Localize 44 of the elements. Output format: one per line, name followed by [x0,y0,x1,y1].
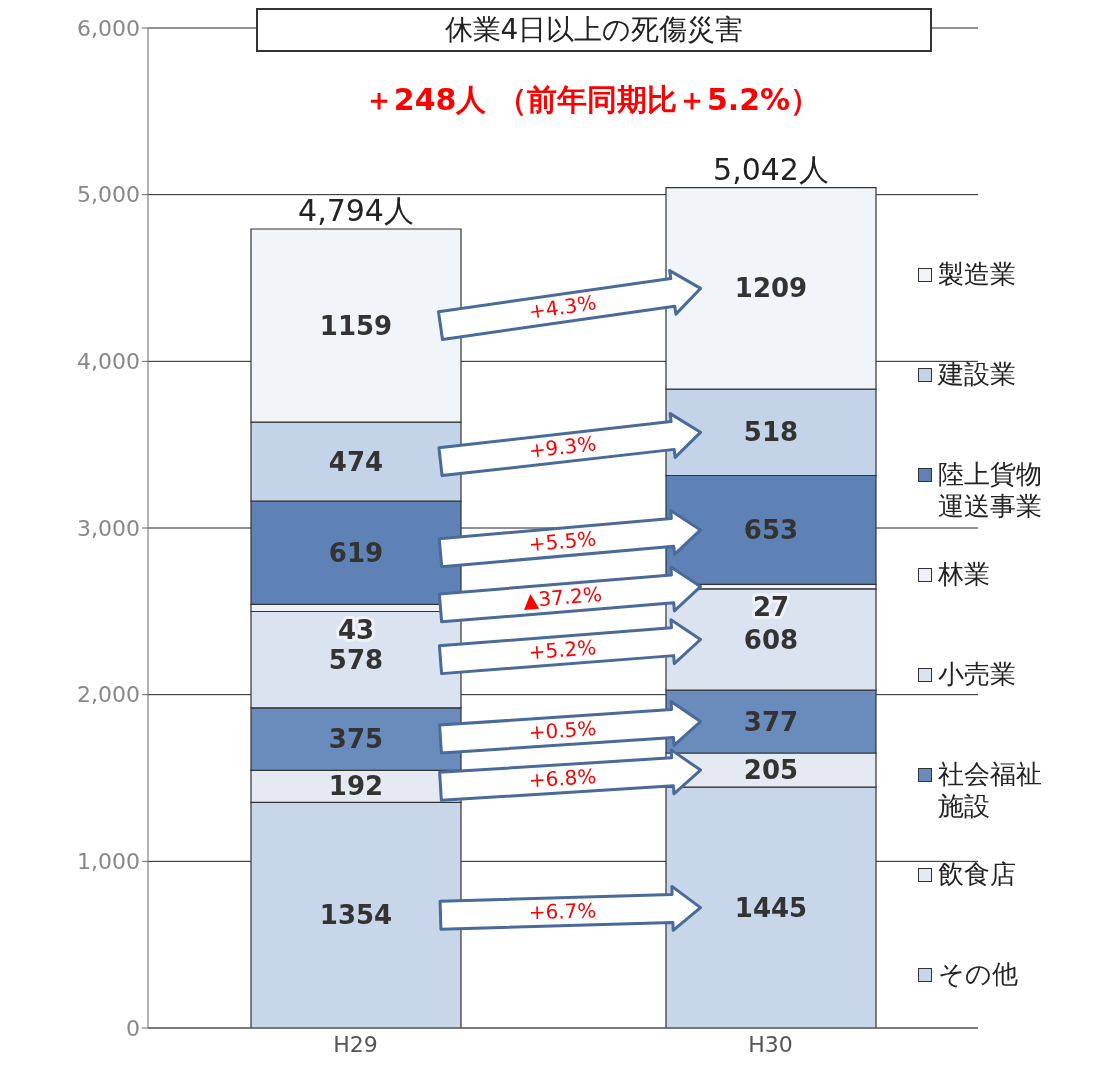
annotation: +5.2% [527,635,598,665]
legend-label: その他 [938,958,1019,990]
annotation: +5.5% [527,526,598,557]
legend-label: 陸上貨物運送事業 [938,458,1043,522]
data-label: 205 [743,755,799,786]
data-label: 619 [328,537,384,568]
annotation: +9.3% [527,431,598,463]
annotation: +4.3% [527,290,598,324]
annotation: +6.8% [528,764,597,793]
data-label: 1209 [734,273,808,304]
annotation: +0.5% [527,716,598,745]
data-label: 375 [328,724,384,755]
legend-label: 林業 [938,558,991,590]
data-label: 578 [328,644,384,675]
data-label: 474 [328,446,384,477]
data-label: 1354 [319,900,393,931]
data-label: 653 [743,514,799,545]
data-label: 1445 [734,892,808,923]
legend-label: 建設業 [938,358,1017,390]
y-tick-label: 6,000 [77,15,140,41]
y-tick-label: 4,000 [77,349,140,375]
data-label: 43 [337,614,375,645]
legend-label: 社会福祉施設 [938,758,1043,822]
y-tick-label: 3,000 [77,515,140,541]
total-label: 4,794人 [298,193,414,228]
text: ＋248人 （前年同期比＋5.2%） [362,81,822,119]
y-tick-label: 2,000 [77,682,140,708]
data-label: 518 [743,417,799,448]
annotation: +6.7% [528,898,597,925]
x-tick-label: H30 [748,1031,793,1057]
legend-label: 小売業 [938,658,1017,690]
y-tick-label: 0 [126,1015,140,1041]
y-tick-label: 1,000 [77,849,140,875]
y-tick-label: 5,000 [77,182,140,208]
data-label: 377 [743,706,799,737]
legend-label: 製造業 [938,258,1017,290]
data-label: 608 [743,624,799,655]
legend-label: 飲食店 [938,858,1017,890]
data-label: 27 [752,591,790,622]
annotation: ▲37.2% [522,582,603,613]
data-label: 1159 [319,310,393,341]
x-tick-label: H29 [333,1031,378,1057]
total-label: 5,042人 [713,151,829,187]
data-label: 192 [328,771,384,802]
